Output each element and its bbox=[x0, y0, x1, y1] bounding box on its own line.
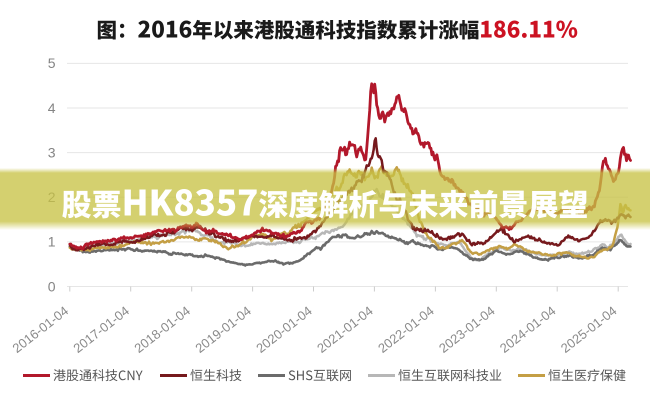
svg-text:2024-01-04: 2024-01-04 bbox=[497, 303, 559, 356]
svg-text:2020-01-04: 2020-01-04 bbox=[253, 303, 315, 356]
svg-text:4: 4 bbox=[48, 100, 56, 116]
svg-text:2023-01-04: 2023-01-04 bbox=[436, 303, 498, 356]
svg-text:3: 3 bbox=[48, 144, 56, 160]
svg-text:2016-01-04: 2016-01-04 bbox=[10, 303, 72, 356]
svg-text:0: 0 bbox=[48, 278, 56, 294]
svg-text:5: 5 bbox=[48, 55, 56, 71]
svg-text:2017-01-04: 2017-01-04 bbox=[70, 303, 132, 356]
svg-text:2019-01-04: 2019-01-04 bbox=[192, 303, 254, 356]
svg-text:2018-01-04: 2018-01-04 bbox=[131, 303, 193, 356]
svg-text:1: 1 bbox=[48, 234, 56, 250]
svg-text:2025-01-04: 2025-01-04 bbox=[558, 303, 620, 356]
svg-text:2021-01-04: 2021-01-04 bbox=[314, 303, 376, 356]
svg-text:2022-01-04: 2022-01-04 bbox=[375, 303, 437, 356]
